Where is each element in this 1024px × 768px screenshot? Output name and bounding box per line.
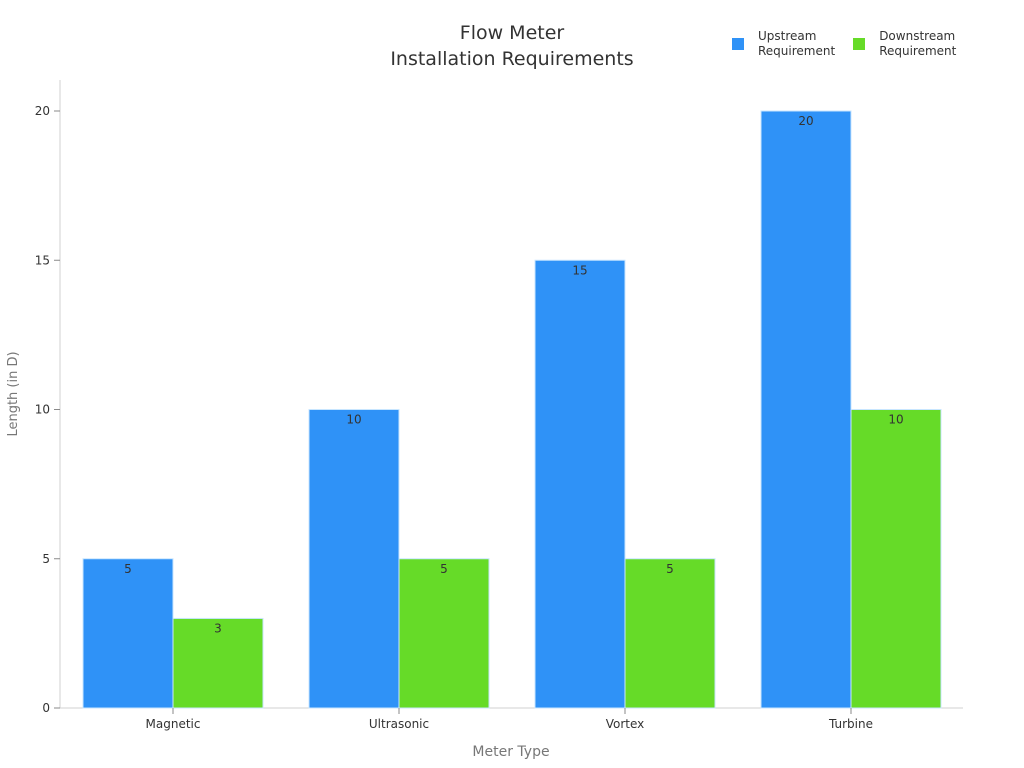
bar-value-label: 5 [124, 562, 132, 576]
y-tick-label: 15 [35, 253, 50, 267]
legend-swatch-downstream [853, 38, 866, 50]
bar-upstream [760, 110, 852, 709]
legend-label-upstream: Upstream Requirement [758, 29, 836, 58]
bar-value-label: 20 [798, 114, 813, 128]
bar-downstream [850, 409, 942, 709]
bar-upstream [308, 409, 400, 709]
bar-upstream [82, 558, 174, 709]
x-tick-label: Turbine [828, 717, 873, 731]
x-axis-label: Meter Type [472, 744, 549, 760]
bar-value-label: 10 [346, 413, 361, 427]
x-tick-label: Ultrasonic [369, 717, 429, 731]
legend-item-downstream[interactable]: Downstream Requirement [853, 29, 956, 59]
y-tick-label: 5 [42, 552, 50, 566]
y-axis-label: Length (in D) [6, 351, 21, 436]
legend-swatch-upstream [732, 38, 744, 50]
bar-downstream [398, 558, 490, 709]
legend: Upstream Requirement Downstream Requirem… [732, 29, 956, 59]
chart-title-line2: Installation Requirements [390, 48, 634, 70]
bar-downstream [624, 558, 716, 709]
x-tick-label: Vortex [606, 717, 645, 731]
bar-value-label: 3 [214, 621, 222, 635]
x-tick-label: Magnetic [146, 717, 201, 731]
bar-value-label: 5 [666, 562, 674, 576]
legend-label-downstream: Downstream Requirement [879, 29, 957, 58]
y-tick-label: 10 [35, 403, 50, 417]
bar-value-label: 10 [888, 413, 903, 427]
chart-title-line1: Flow Meter [459, 22, 565, 44]
legend-item-upstream[interactable]: Upstream Requirement [732, 29, 835, 59]
bar-downstream [172, 617, 264, 709]
y-tick-label: 0 [42, 701, 50, 715]
chart-title: Flow Meter Installation Requirements [0, 20, 1024, 72]
y-tick-label: 20 [35, 104, 50, 118]
bar-upstream [534, 259, 626, 709]
bar-value-label: 15 [572, 263, 587, 277]
bar-value-label: 5 [440, 562, 448, 576]
